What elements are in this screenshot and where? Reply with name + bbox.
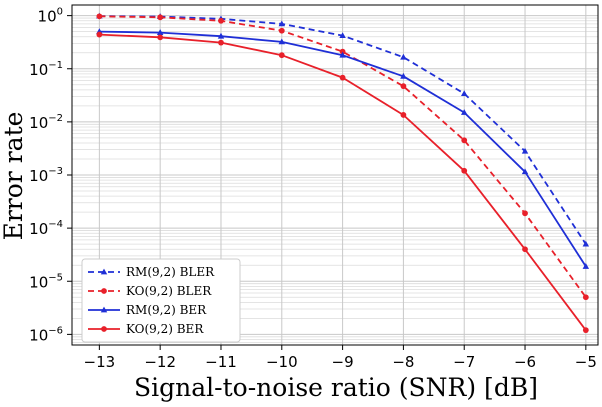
data-point <box>582 294 589 301</box>
y-tick-base: 10 <box>29 167 48 185</box>
legend-marker <box>101 326 107 332</box>
data-point <box>521 168 529 175</box>
x-ticks: −13 −12 −11 −10 −9 −8 −7 −6 −5 <box>84 345 597 371</box>
y-tick-label: 10−2 <box>29 113 63 132</box>
series-lines <box>96 12 590 334</box>
x-tick-label: −6 <box>514 353 536 371</box>
y-tick-base: 10 <box>29 220 48 238</box>
y-tick-exponent: −1 <box>48 60 63 71</box>
legend-label: KO(9,2) BER <box>126 322 204 336</box>
data-point <box>278 38 286 45</box>
x-tick-label: −5 <box>575 353 597 371</box>
data-point <box>400 53 407 60</box>
y-tick-exponent: −2 <box>48 113 63 124</box>
legend-item: RM(9,2) BER <box>88 303 207 317</box>
y-tick-label: 10−6 <box>29 325 63 344</box>
data-point <box>582 263 590 269</box>
data-point <box>157 14 164 21</box>
y-tick-base: 10 <box>29 326 48 344</box>
data-point <box>218 17 224 24</box>
y-tick-exponent: −6 <box>48 325 63 336</box>
series-rm-9-2-ber <box>96 28 590 269</box>
x-tick-label: −8 <box>392 353 414 371</box>
legend-item: KO(9,2) BLER <box>88 284 212 298</box>
x-tick-label: −9 <box>332 353 354 371</box>
legend-item: KO(9,2) BER <box>88 322 204 336</box>
data-point <box>96 31 103 38</box>
data-point <box>460 90 468 97</box>
series-ko-9-2-ber <box>96 31 589 334</box>
y-tick-base: 10 <box>38 8 57 26</box>
x-tick-label: −10 <box>266 353 298 371</box>
y-tick-label: 10−4 <box>29 219 63 238</box>
legend-box <box>81 258 241 343</box>
data-point <box>339 32 346 39</box>
data-point <box>339 51 346 58</box>
data-point <box>522 210 528 217</box>
x-tick-label: −7 <box>453 353 475 371</box>
y-tick-exponent: −3 <box>48 166 63 177</box>
x-axis-label: Signal-to-noise ratio (SNR) [dB] <box>134 373 538 402</box>
series-ko-9-2-bler <box>96 13 589 301</box>
y-tick-exponent: −4 <box>48 219 63 230</box>
data-point <box>278 27 285 34</box>
legend-label: KO(9,2) BLER <box>126 284 212 298</box>
legend-item: RM(9,2) BLER <box>88 265 215 279</box>
legend-marker <box>100 306 108 313</box>
data-point <box>582 240 590 247</box>
data-point <box>522 246 528 253</box>
legend-marker <box>101 288 107 294</box>
legend-marker <box>100 268 108 275</box>
legend-label: RM(9,2) BLER <box>126 265 215 279</box>
data-point <box>278 52 285 59</box>
legend-label: RM(9,2) BER <box>126 303 207 317</box>
data-point <box>339 74 346 81</box>
y-tick-base: 10 <box>29 114 48 132</box>
data-point <box>156 29 164 35</box>
data-point <box>461 167 468 174</box>
data-point <box>400 72 407 79</box>
data-point <box>400 112 407 118</box>
y-tick-label: 10−5 <box>29 272 63 291</box>
data-point <box>521 147 529 154</box>
y-tick-label: 100 <box>38 7 63 26</box>
data-point <box>278 20 286 27</box>
y-tick-base: 10 <box>29 273 48 291</box>
y-tick-base: 10 <box>29 61 48 79</box>
y-tick-exponent: 0 <box>57 7 63 18</box>
data-point <box>460 109 468 115</box>
data-point <box>339 48 346 55</box>
data-point <box>582 327 589 334</box>
x-tick-label: −11 <box>205 353 237 371</box>
y-axis-label: Error rate <box>0 112 28 241</box>
data-point <box>218 39 224 46</box>
data-point <box>157 34 164 41</box>
data-point <box>96 13 103 20</box>
data-point <box>461 137 468 144</box>
x-tick-label: −13 <box>84 353 116 371</box>
series-line <box>99 15 587 298</box>
data-point <box>217 32 225 39</box>
legend: RM(9,2) BLER KO(9,2) BLER RM(9,2) BER KO(9,… <box>81 258 241 343</box>
y-tick-label: 10−1 <box>29 60 63 79</box>
data-point <box>400 83 407 90</box>
y-tick-exponent: −5 <box>48 272 63 283</box>
y-tick-label: 10−3 <box>29 166 63 185</box>
x-tick-label: −12 <box>144 353 176 371</box>
